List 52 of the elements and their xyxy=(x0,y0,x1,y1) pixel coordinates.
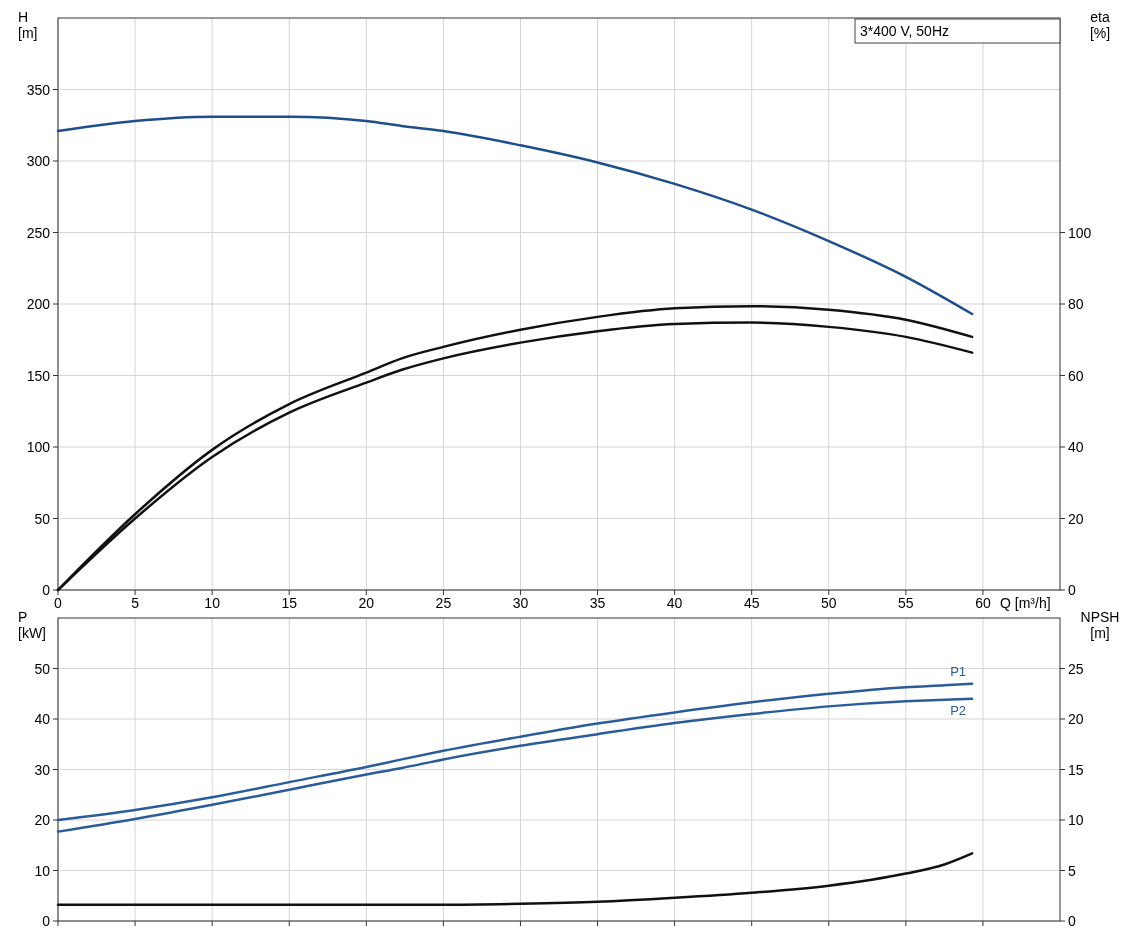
y2-tick-label: 40 xyxy=(1068,439,1084,455)
y2-tick-label: 10 xyxy=(1068,812,1084,828)
x-tick-label: 20 xyxy=(358,595,375,611)
y-tick-label: 30 xyxy=(34,761,51,778)
y-tick-label: 10 xyxy=(34,862,51,879)
y-tick-label: 0 xyxy=(42,582,51,598)
x-tick-label: 50 xyxy=(820,595,837,611)
x-tick-label: 40 xyxy=(666,595,683,611)
y-tick-label: 50 xyxy=(34,660,51,677)
line-series xyxy=(56,852,974,907)
y-tick-label: 0 xyxy=(42,913,51,929)
x-tick-label: 10 xyxy=(204,595,221,611)
line-series xyxy=(56,115,974,316)
y2-tick-label: 5 xyxy=(1068,862,1076,879)
y-tick-label: 20 xyxy=(34,812,51,828)
y2-tick-label: 15 xyxy=(1068,761,1084,778)
x-tick-label: 60 xyxy=(975,595,991,611)
y2-tick-label: 100 xyxy=(1068,224,1092,241)
y2-tick-label: 0 xyxy=(1068,913,1076,929)
x-tick-label: 25 xyxy=(435,595,452,611)
x-tick-label: 30 xyxy=(512,595,529,611)
y2-tick-label: 80 xyxy=(1068,296,1084,312)
y-axis-title: H [m] xyxy=(18,9,38,41)
y2-tick-label: 0 xyxy=(1068,582,1076,598)
y-tick-label: 40 xyxy=(34,711,51,727)
y-tick-label: 150 xyxy=(26,367,51,384)
series-label: P2 xyxy=(950,702,967,718)
y-tick-label: 100 xyxy=(26,439,51,455)
line-series xyxy=(56,697,974,833)
y2-tick-label: 20 xyxy=(1068,510,1084,527)
y-tick-label: 350 xyxy=(26,81,51,98)
y2-tick-label: 25 xyxy=(1068,660,1084,677)
x-tick-label: 15 xyxy=(281,595,298,611)
y2-tick-label: 60 xyxy=(1068,367,1084,384)
x-tick-label: 0 xyxy=(54,595,63,611)
x-tick-label: 55 xyxy=(898,595,914,611)
title-frame: 3*400 V, 50Hz xyxy=(854,18,1061,44)
x-tick-label: 35 xyxy=(589,595,606,611)
series-label: P1 xyxy=(950,663,967,679)
line-series xyxy=(56,682,974,822)
y-tick-label: 250 xyxy=(26,224,51,241)
y-tick-label: 300 xyxy=(26,153,51,169)
y2-tick-label: 20 xyxy=(1068,711,1084,727)
y-tick-label: 200 xyxy=(26,296,51,312)
y-axis-title: P [kW] xyxy=(18,609,46,641)
x-tick-label: 5 xyxy=(131,595,140,611)
y2-axis-title: eta [%] xyxy=(1089,9,1111,41)
chart-title: 3*400 V, 50Hz xyxy=(860,23,949,39)
x-tick-label: 45 xyxy=(743,595,760,611)
y2-axis-title: NPSH [m] xyxy=(1080,609,1120,641)
x-axis-title: Q [m³/h] xyxy=(1000,595,1051,611)
y-tick-label: 50 xyxy=(34,510,51,527)
